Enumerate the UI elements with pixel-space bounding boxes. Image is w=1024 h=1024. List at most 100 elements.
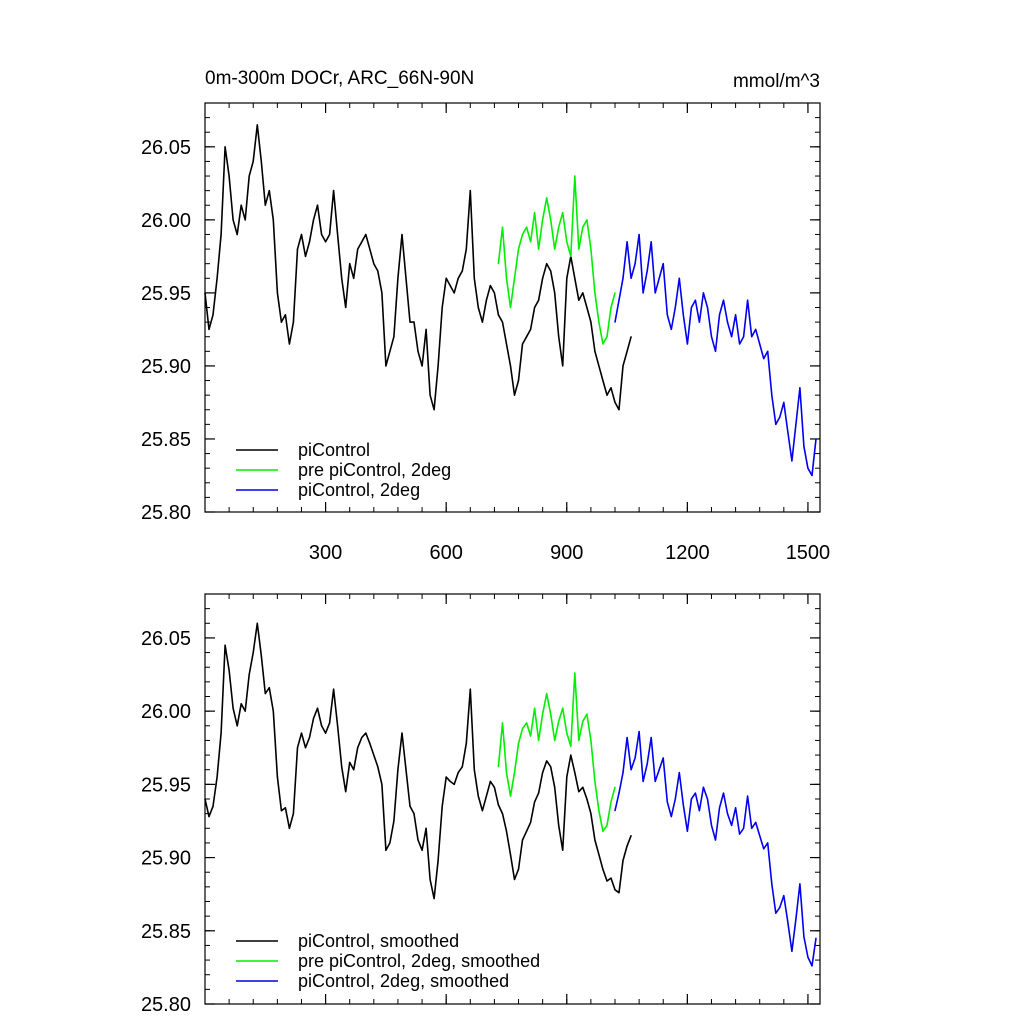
- data-point: [582, 226, 584, 228]
- data-point: [642, 780, 644, 783]
- data-point: [546, 197, 548, 199]
- data-point: [521, 728, 524, 730]
- data-point: [252, 160, 254, 163]
- y-tick-label: 26.05: [141, 137, 191, 159]
- data-point: [538, 792, 540, 794]
- data-point: [501, 226, 504, 228]
- data-point: [759, 835, 761, 837]
- data-point: [554, 739, 556, 742]
- data-point: [686, 830, 688, 832]
- data-point: [578, 791, 580, 793]
- data-point: [678, 772, 680, 774]
- data-point: [417, 350, 419, 352]
- y-tick-label: 25.90: [141, 356, 191, 378]
- y-tick-label: 25.85: [141, 921, 191, 943]
- data-point: [497, 804, 500, 806]
- data-point: [578, 739, 580, 742]
- data-point: [288, 827, 291, 829]
- data-point: [614, 786, 616, 788]
- data-point: [558, 336, 560, 338]
- data-point: [521, 343, 524, 345]
- data-point: [654, 780, 656, 783]
- data-point: [654, 292, 656, 294]
- data-point: [513, 772, 516, 774]
- data-point: [610, 801, 612, 803]
- data-point: [385, 365, 387, 367]
- series-line-1: [497, 175, 616, 345]
- data-point: [670, 328, 672, 331]
- data-point: [361, 736, 363, 739]
- data-point: [562, 707, 564, 709]
- data-point: [244, 710, 246, 712]
- data-point: [534, 707, 536, 709]
- data-point: [534, 801, 536, 803]
- data-point: [550, 713, 552, 715]
- data-point: [276, 776, 278, 778]
- data-point: [690, 306, 692, 309]
- data-point: [453, 292, 455, 294]
- data-point: [401, 732, 403, 734]
- data-point: [562, 365, 564, 367]
- data-point: [590, 739, 592, 742]
- data-point: [240, 703, 242, 705]
- data-point: [280, 321, 282, 323]
- data-point: [308, 241, 311, 243]
- data-point: [594, 839, 596, 841]
- data-point: [485, 795, 487, 797]
- y-tick-label: 26.05: [141, 628, 191, 650]
- data-point: [469, 190, 471, 192]
- data-point: [658, 769, 660, 771]
- data-point: [698, 321, 701, 323]
- data-point: [614, 810, 616, 812]
- data-point: [554, 292, 556, 294]
- data-point: [566, 732, 568, 734]
- data-point: [751, 827, 753, 829]
- data-point: [550, 766, 552, 768]
- data-point: [586, 713, 588, 715]
- data-point: [357, 747, 359, 749]
- data-point: [807, 467, 809, 469]
- data-point: [204, 798, 206, 800]
- data-point: [650, 736, 652, 739]
- data-point: [554, 786, 556, 788]
- data-point: [622, 772, 624, 774]
- data-point: [666, 801, 668, 803]
- y-tick-label: 25.80: [141, 502, 191, 524]
- data-point: [525, 226, 528, 228]
- data-point: [630, 336, 632, 338]
- data-point: [449, 780, 451, 783]
- data-point: [316, 204, 319, 206]
- data-point: [413, 321, 415, 323]
- data-point: [546, 760, 548, 762]
- data-point: [248, 175, 250, 177]
- data-point: [489, 780, 491, 783]
- data-point: [538, 299, 540, 301]
- data-point: [268, 687, 270, 689]
- data-point: [461, 270, 463, 272]
- data-point: [558, 824, 560, 826]
- data-point: [513, 277, 516, 279]
- data-point: [582, 292, 584, 294]
- data-point: [256, 124, 258, 126]
- data-point: [558, 720, 560, 722]
- data-point: [630, 769, 632, 771]
- data-point: [320, 233, 323, 236]
- data-point: [779, 416, 781, 418]
- data-point: [586, 798, 588, 800]
- data-point: [517, 742, 520, 744]
- data-point: [542, 277, 544, 279]
- data-point: [232, 707, 234, 709]
- data-point: [771, 883, 773, 885]
- data-point: [393, 820, 395, 822]
- data-point: [811, 474, 813, 477]
- data-point: [421, 365, 423, 367]
- data-point: [578, 299, 580, 301]
- data-point: [574, 672, 576, 674]
- data-point: [236, 233, 238, 236]
- data-point: [602, 379, 604, 382]
- x-tick-label: 1500: [786, 542, 831, 564]
- data-point: [505, 772, 508, 774]
- series-line-0: [204, 622, 632, 900]
- data-point: [457, 277, 459, 279]
